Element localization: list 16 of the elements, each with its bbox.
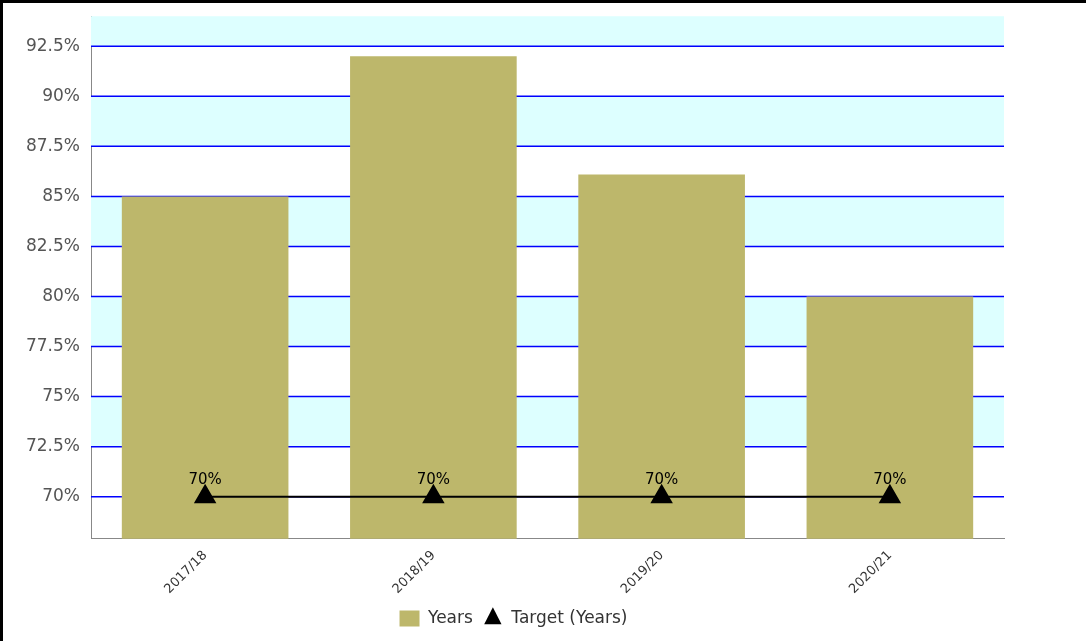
y-tick-label: 80% [42, 284, 80, 305]
y-tick-label: 92.5% [25, 34, 80, 55]
legend-label: Years [427, 606, 474, 627]
data-label: 70% [416, 470, 451, 489]
y-tick-label: 82.5% [25, 234, 80, 255]
y-tick-label: 90% [42, 84, 80, 105]
y-tick-label: 87.5% [25, 134, 80, 155]
data-label: 70% [873, 470, 907, 489]
data-label: 70% [644, 470, 679, 489]
y-tick-label: 72.5% [25, 435, 80, 456]
legend-label: Target (Years) [510, 606, 628, 627]
y-tick-label: 85% [42, 184, 80, 205]
y-tick-label: 77.5% [25, 334, 80, 355]
data-label: 70% [188, 470, 222, 489]
y-tick-label: 70% [42, 485, 80, 506]
y-tick-label: 75% [42, 385, 80, 406]
